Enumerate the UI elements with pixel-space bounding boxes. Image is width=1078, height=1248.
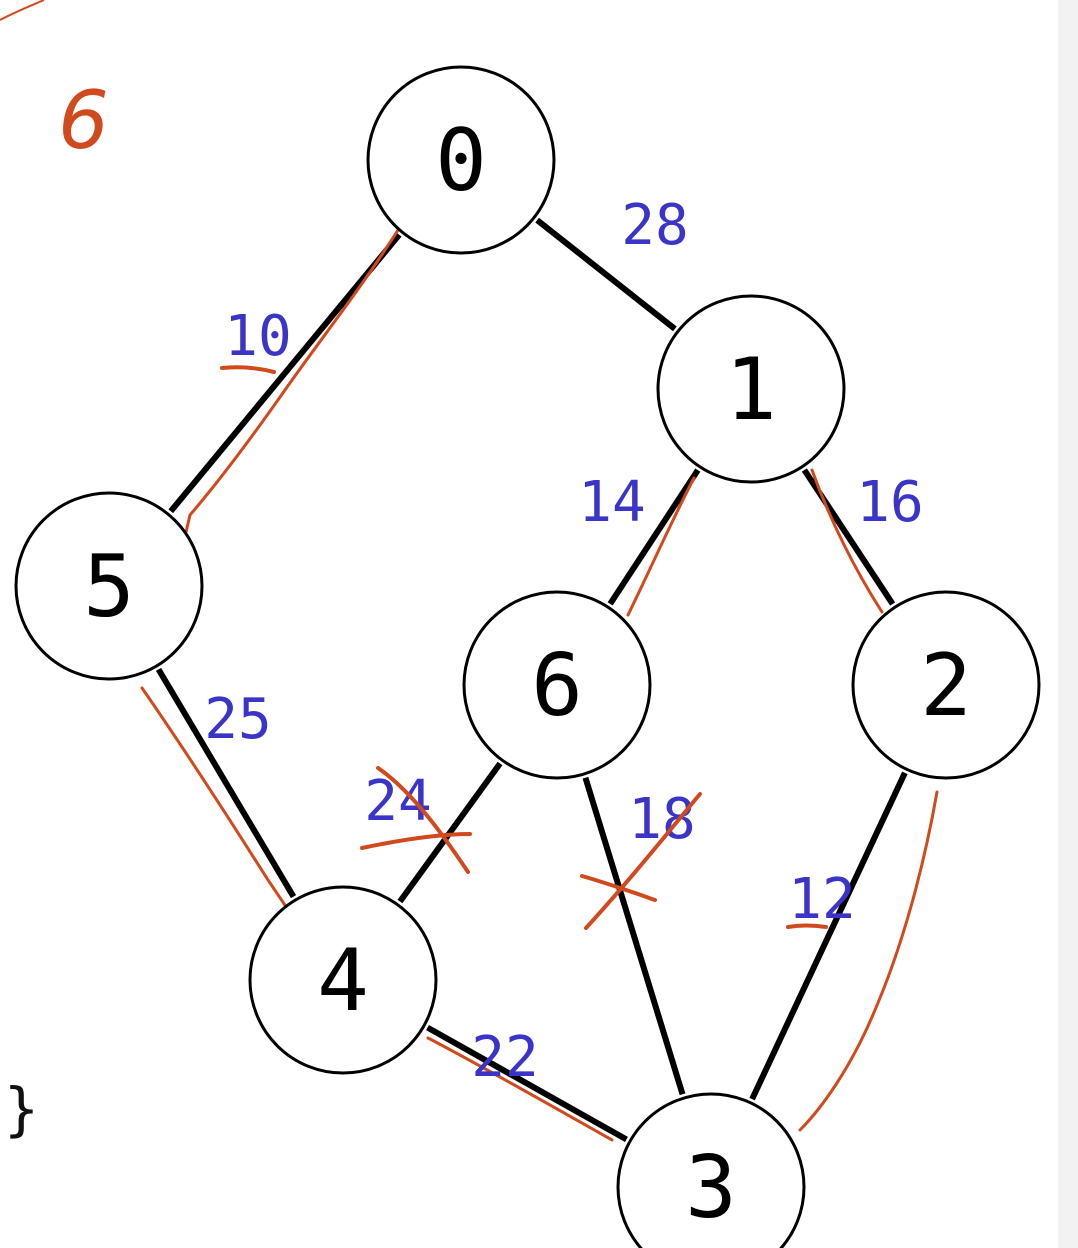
node-1: 1 <box>656 294 846 484</box>
cross-mark-6-3-1 <box>580 874 657 902</box>
edge-weight-1-6: 14 <box>578 470 645 535</box>
highlight-stroke-1-2 <box>810 468 884 614</box>
highlight-stroke-0-5 <box>184 228 400 534</box>
edge-4-3 <box>426 1024 628 1143</box>
cross-mark-6-4-1 <box>360 832 472 850</box>
edge-0-1 <box>535 217 677 332</box>
underline-2-3 <box>786 923 828 929</box>
node-circle-3 <box>616 1092 806 1248</box>
node-label-3: 3 <box>685 1138 737 1238</box>
edges-layer <box>155 217 908 1143</box>
node-4: 4 <box>248 885 438 1075</box>
corner-stroke <box>0 0 45 21</box>
node-0: 0 <box>366 65 556 255</box>
highlight-stroke-2-3 <box>798 790 939 1132</box>
edge-weight-2-3: 12 <box>788 867 855 932</box>
marks-layer <box>0 0 828 930</box>
annotation-six: 6 <box>58 74 109 167</box>
cross-mark-6-3-0 <box>584 792 702 930</box>
edge-1-6 <box>607 468 701 606</box>
edge-2-3 <box>749 771 908 1101</box>
node-label-1: 1 <box>725 340 777 440</box>
node-5: 5 <box>14 491 204 681</box>
node-label-5: 5 <box>83 537 135 637</box>
edge-weight-5-4: 25 <box>204 687 271 752</box>
code-brace: } <box>4 1075 39 1143</box>
scrollbar-track <box>1058 0 1078 1248</box>
node-circle-2 <box>851 590 1041 780</box>
edge-weight-1-2: 16 <box>856 470 923 535</box>
node-label-2: 2 <box>920 636 972 736</box>
edge-6-4 <box>397 761 503 904</box>
edge-5-4 <box>155 667 297 899</box>
underline-0-5 <box>220 365 276 374</box>
cross-mark-6-4-0 <box>376 766 470 874</box>
edge-weight-6-4: 24 <box>364 769 431 834</box>
node-label-6: 6 <box>531 636 583 736</box>
node-label-4: 4 <box>317 931 369 1031</box>
node-circle-4 <box>248 885 438 1075</box>
node-6: 6 <box>462 590 652 780</box>
edge-weight-4-3: 22 <box>471 1025 538 1090</box>
node-2: 2 <box>851 590 1041 780</box>
edge-6-3 <box>582 776 686 1096</box>
edge-0-5 <box>168 232 402 514</box>
node-circle-6 <box>462 590 652 780</box>
node-3: 3 <box>616 1092 806 1248</box>
node-circle-5 <box>14 491 204 681</box>
highlight-stroke-4-3 <box>426 1036 614 1142</box>
edge-weight-0-1: 28 <box>621 193 688 258</box>
highlight-stroke-1-6 <box>626 476 696 617</box>
edge-weight-0-5: 10 <box>224 304 291 369</box>
node-circle-0 <box>366 65 556 255</box>
node-circle-1 <box>656 294 846 484</box>
node-label-0: 0 <box>435 111 487 211</box>
